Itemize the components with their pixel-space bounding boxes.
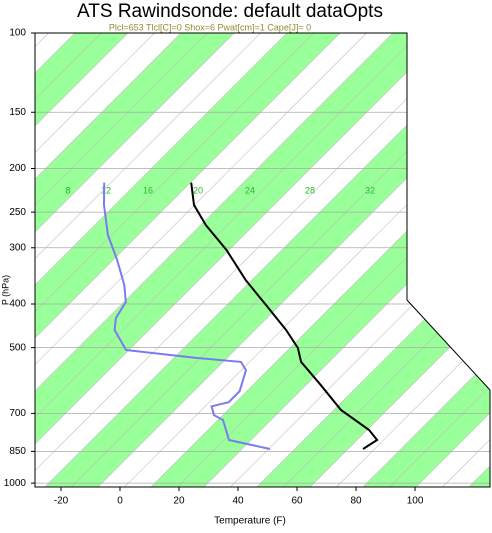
mixing-ratio-label: 8 [65, 185, 70, 195]
mixing-ratio-label: 32 [365, 185, 375, 195]
x-tick-label: 80 [350, 496, 362, 507]
y-tick-label: 200 [9, 163, 26, 174]
y-tick-label: 400 [9, 299, 26, 310]
mixing-ratio-label: 12 [101, 185, 111, 195]
x-tick-label: 40 [232, 496, 244, 507]
y-tick-label: 1000 [4, 478, 27, 489]
x-tick-label: -20 [54, 496, 69, 507]
chart-subtitle: Plcl=653 Tlcl[C]=0 Shox=6 Pwat[cm]=1 Cap… [109, 22, 311, 32]
plot-background [0, 27, 492, 487]
y-tick-label: 100 [9, 28, 26, 39]
chart-title: ATS Rawindsonde: default dataOpts [77, 1, 383, 22]
y-tick-label: 250 [9, 207, 26, 218]
y-tick-label: 150 [9, 107, 26, 118]
isotherm-line [0, 27, 2, 487]
y-tick-label: 300 [9, 242, 26, 253]
y-tick-label: 500 [9, 342, 26, 353]
mixing-ratio-label: 28 [305, 185, 315, 195]
x-tick-label: 60 [291, 496, 303, 507]
mixing-ratio-label: 20 [193, 185, 203, 195]
mixing-ratio-label: 24 [245, 185, 255, 195]
x-tick-label: 0 [117, 496, 123, 507]
x-axis-label: Temperature (F) [214, 516, 286, 527]
x-tick-label: 20 [173, 496, 185, 507]
y-tick-label: 850 [9, 446, 26, 457]
mixing-ratio-label: 16 [143, 185, 153, 195]
x-tick-label: 100 [407, 496, 424, 507]
y-tick-label: 700 [9, 408, 26, 419]
